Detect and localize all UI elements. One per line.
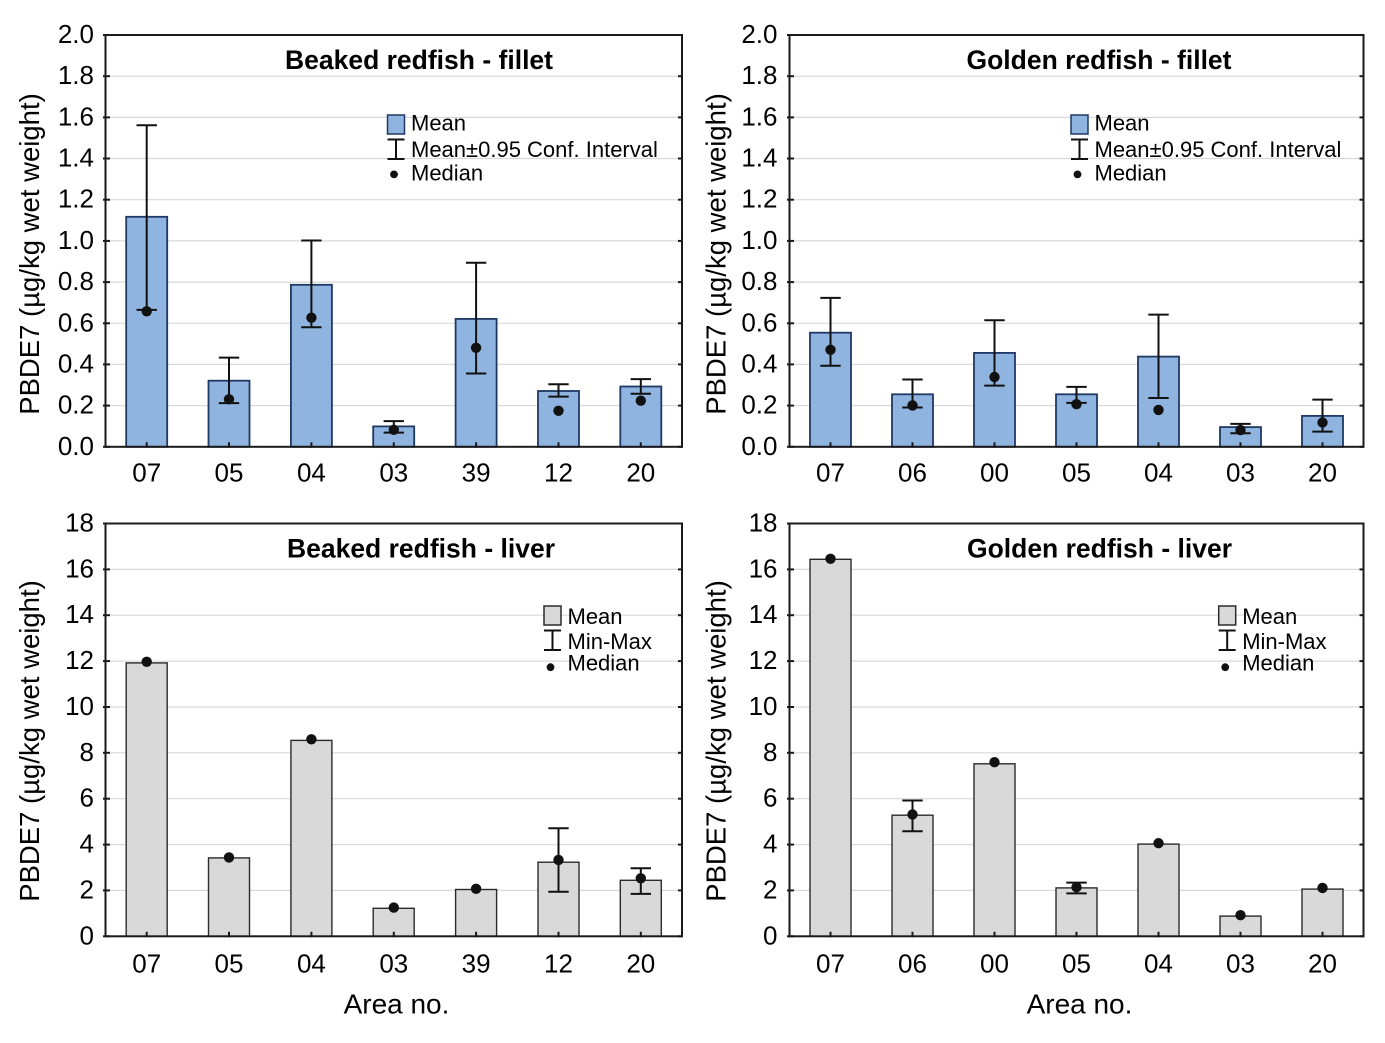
svg-text:03: 03	[379, 948, 408, 978]
svg-text:1.6: 1.6	[741, 101, 777, 131]
svg-text:Mean: Mean	[1242, 604, 1297, 629]
svg-text:Median: Median	[568, 650, 640, 675]
svg-text:Mean: Mean	[568, 604, 623, 629]
svg-text:04: 04	[297, 458, 326, 488]
svg-text:PBDE7 (µg/kg wet weight): PBDE7 (µg/kg wet weight)	[14, 580, 45, 902]
svg-text:1.4: 1.4	[58, 143, 94, 173]
svg-text:1.0: 1.0	[58, 225, 94, 255]
svg-text:39: 39	[462, 948, 491, 978]
svg-text:03: 03	[1226, 948, 1255, 978]
svg-text:12: 12	[544, 458, 573, 488]
svg-text:18: 18	[65, 508, 94, 538]
svg-text:Area no.: Area no.	[1027, 989, 1133, 1020]
svg-text:16: 16	[65, 553, 94, 583]
svg-text:05: 05	[1062, 458, 1091, 488]
svg-text:20: 20	[626, 948, 655, 978]
svg-text:1.4: 1.4	[741, 143, 777, 173]
svg-text:04: 04	[297, 948, 326, 978]
svg-text:Median: Median	[1095, 161, 1167, 186]
svg-text:0.6: 0.6	[741, 307, 777, 337]
svg-text:Median: Median	[411, 161, 483, 186]
svg-text:0.4: 0.4	[741, 348, 777, 378]
svg-text:1.2: 1.2	[741, 184, 777, 214]
svg-text:Beaked redfish - fillet: Beaked redfish - fillet	[285, 45, 553, 75]
svg-text:0: 0	[80, 920, 94, 950]
svg-text:06: 06	[898, 458, 927, 488]
svg-text:0: 0	[763, 920, 777, 950]
svg-text:20: 20	[1308, 948, 1337, 978]
svg-text:07: 07	[132, 458, 161, 488]
svg-text:2.0: 2.0	[741, 19, 777, 49]
svg-text:03: 03	[1226, 458, 1255, 488]
svg-text:Beaked redfish - liver: Beaked redfish - liver	[287, 533, 555, 563]
svg-text:12: 12	[544, 948, 573, 978]
svg-text:1.0: 1.0	[741, 225, 777, 255]
svg-text:0.6: 0.6	[58, 307, 94, 337]
svg-text:05: 05	[215, 458, 244, 488]
svg-text:04: 04	[1144, 458, 1173, 488]
svg-text:07: 07	[132, 948, 161, 978]
svg-text:0.8: 0.8	[741, 266, 777, 296]
svg-text:18: 18	[749, 508, 778, 538]
svg-text:Golden redfish - liver: Golden redfish - liver	[967, 533, 1232, 563]
svg-text:8: 8	[763, 737, 777, 767]
svg-text:05: 05	[1062, 948, 1091, 978]
svg-text:05: 05	[215, 948, 244, 978]
svg-text:2: 2	[763, 874, 777, 904]
svg-text:16: 16	[749, 553, 778, 583]
svg-text:0.0: 0.0	[741, 431, 777, 461]
svg-text:06: 06	[898, 948, 927, 978]
svg-text:2.0: 2.0	[58, 19, 94, 49]
svg-text:03: 03	[379, 458, 408, 488]
svg-text:1.8: 1.8	[58, 60, 94, 90]
svg-text:20: 20	[626, 458, 655, 488]
svg-text:14: 14	[749, 599, 778, 629]
svg-text:Min-Max: Min-Max	[568, 629, 652, 654]
svg-text:07: 07	[816, 458, 845, 488]
svg-text:10: 10	[65, 691, 94, 721]
svg-text:4: 4	[80, 829, 94, 859]
svg-text:20: 20	[1308, 458, 1337, 488]
svg-text:Area no.: Area no.	[344, 989, 450, 1020]
svg-text:07: 07	[816, 948, 845, 978]
svg-text:12: 12	[65, 645, 94, 675]
svg-text:10: 10	[749, 691, 778, 721]
svg-text:PBDE7 (µg/kg wet weight): PBDE7 (µg/kg wet weight)	[14, 93, 45, 415]
svg-text:39: 39	[462, 458, 491, 488]
svg-text:6: 6	[80, 783, 94, 813]
svg-text:Min-Max: Min-Max	[1242, 629, 1326, 654]
svg-text:1.6: 1.6	[58, 101, 94, 131]
svg-text:8: 8	[80, 737, 94, 767]
svg-text:04: 04	[1144, 948, 1173, 978]
svg-text:00: 00	[980, 948, 1009, 978]
svg-text:Mean±0.95 Conf. Interval: Mean±0.95 Conf. Interval	[411, 137, 658, 162]
svg-text:6: 6	[763, 783, 777, 813]
svg-text:0.2: 0.2	[741, 390, 777, 420]
svg-text:0.0: 0.0	[58, 431, 94, 461]
svg-text:12: 12	[749, 645, 778, 675]
svg-text:1.2: 1.2	[58, 184, 94, 214]
svg-text:1.8: 1.8	[741, 60, 777, 90]
svg-text:4: 4	[763, 829, 777, 859]
svg-text:Mean±0.95 Conf. Interval: Mean±0.95 Conf. Interval	[1095, 137, 1342, 162]
svg-text:Mean: Mean	[1095, 111, 1150, 136]
svg-text:00: 00	[980, 458, 1009, 488]
svg-text:PBDE7 (µg/kg wet weight): PBDE7 (µg/kg wet weight)	[701, 580, 732, 902]
svg-text:2: 2	[80, 874, 94, 904]
svg-text:Mean: Mean	[411, 111, 466, 136]
svg-text:Median: Median	[1242, 650, 1314, 675]
svg-text:0.4: 0.4	[58, 348, 94, 378]
svg-text:Golden redfish - fillet: Golden redfish - fillet	[966, 45, 1231, 75]
svg-text:0.2: 0.2	[58, 390, 94, 420]
svg-text:14: 14	[65, 599, 94, 629]
svg-text:0.8: 0.8	[58, 266, 94, 296]
svg-text:PBDE7 (µg/kg wet weight): PBDE7 (µg/kg wet weight)	[701, 93, 732, 415]
